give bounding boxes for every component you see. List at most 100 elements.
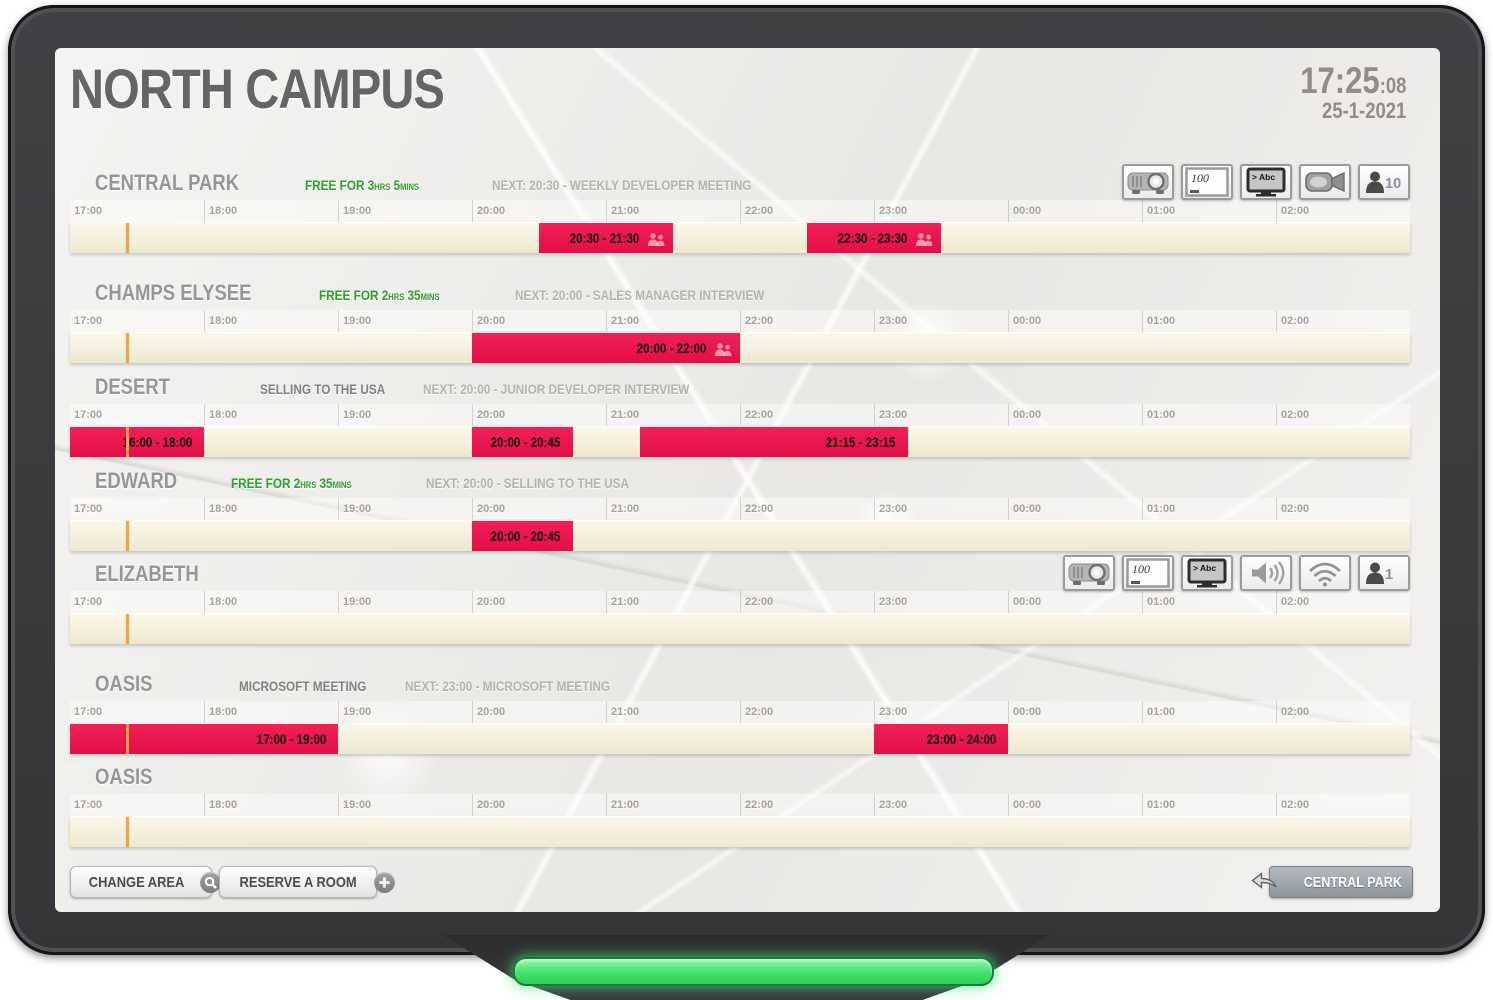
hour-tick: 18:00 — [204, 794, 338, 816]
wifi-icon — [1299, 555, 1351, 591]
room-name[interactable]: OASIS — [95, 764, 153, 789]
room-name[interactable]: DESERT — [95, 374, 170, 399]
room-shortcut-label: CENTRAL PARK — [1303, 873, 1402, 891]
hour-tick: 18:00 — [204, 498, 338, 520]
hour-tick: 23:00 — [874, 794, 1008, 816]
room-free-status: FREE FOR 3HRS 5MINS — [304, 177, 419, 193]
hour-tick: 17:00 — [74, 596, 103, 608]
hour-tick: 00:00 — [1008, 310, 1142, 332]
room-next-meeting: NEXT: 20:00 - SELLING TO THE USA — [426, 475, 630, 491]
hour-tick: 00:00 — [1008, 404, 1142, 426]
timeline-ticks: 17:00 18:00 19:00 20:00 21:00 22:00 23:00 00:00… — [70, 591, 1410, 613]
room-name[interactable]: CHAMPS ELYSEE — [95, 280, 252, 305]
back-arrow-icon — [1251, 871, 1277, 893]
svg-text:100: 100 — [1132, 562, 1150, 576]
room-row: EDWARD FREE FOR 2HRS 35MINS NEXT: 20:00 … — [70, 468, 1410, 551]
hour-tick: 02:00 — [1276, 310, 1410, 332]
hour-tick: 18:00 — [204, 310, 338, 332]
hour-tick: 19:00 — [338, 701, 472, 723]
current-time-line — [125, 817, 129, 847]
tv-icon: > Abc — [1181, 555, 1233, 591]
room-header: EDWARD FREE FOR 2HRS 35MINS NEXT: 20:00 … — [70, 468, 1410, 498]
room-shortcut-button[interactable]: CENTRAL PARK — [1251, 866, 1413, 898]
hour-tick: 02:00 — [1276, 794, 1410, 816]
whiteboard-icon: 100 — [1181, 164, 1233, 200]
hour-tick: 02:00 — [1276, 701, 1410, 723]
hour-tick: 23:00 — [874, 200, 1008, 222]
timeline-bar[interactable]: 17:00 - 19:00 23:00 - 24:00 — [70, 723, 1410, 754]
current-time-line — [125, 614, 129, 644]
timeline-ticks: 17:00 18:00 19:00 20:00 21:00 22:00 23:00 00:00… — [70, 794, 1410, 816]
timeline-bar[interactable]: 20:30 - 21:30 22:30 - 23:30 — [70, 222, 1410, 253]
hour-tick: 01:00 — [1142, 200, 1276, 222]
hour-tick: 20:00 — [472, 591, 606, 613]
room-row: OASIS 17:00 18:00 19:00 20:00 21:00 22:00 23:0… — [70, 764, 1410, 847]
current-time-line — [125, 427, 129, 457]
clock-date: 25-1-2021 — [1321, 97, 1406, 123]
hour-tick: 17:00 — [74, 205, 103, 217]
booking-block[interactable]: 22:30 - 23:30 — [807, 223, 941, 253]
hour-tick: 02:00 — [1276, 591, 1410, 613]
hour-tick: 02:00 — [1276, 404, 1410, 426]
room-next-meeting: NEXT: 20:00 - SALES MANAGER INTERVIEW — [514, 287, 765, 303]
hour-tick: 01:00 — [1142, 310, 1276, 332]
room-equipment: 100 > Abc 1 — [1063, 555, 1410, 591]
booking-block[interactable]: 16:00 - 18:00 — [70, 427, 204, 457]
room-header: CHAMPS ELYSEE FREE FOR 2HRS 35MINS NEXT:… — [70, 280, 1410, 310]
booking-block[interactable]: 20:30 - 21:30 — [539, 223, 673, 253]
room-name[interactable]: EDWARD — [95, 468, 178, 493]
hour-tick: 22:00 — [740, 701, 874, 723]
room-next-meeting: NEXT: 23:00 - MICROSOFT MEETING — [405, 678, 611, 694]
timeline-bar[interactable] — [70, 613, 1410, 644]
timeline-bar[interactable]: 20:00 - 22:00 — [70, 332, 1410, 363]
capacity-icon: 10 — [1358, 164, 1410, 200]
timeline-bar[interactable] — [70, 816, 1410, 847]
hour-tick: 22:00 — [740, 310, 874, 332]
page-title: NORTH CAMPUS — [70, 57, 445, 120]
room-header: OASIS MICROSOFT MEETING NEXT: 23:00 - MI… — [70, 671, 1410, 701]
capacity-icon: 1 — [1358, 555, 1410, 591]
room-next-meeting: NEXT: 20:00 - JUNIOR DEVELOPER INTERVIEW — [423, 381, 690, 397]
svg-text:1: 1 — [1385, 567, 1393, 583]
hour-tick: 21:00 — [606, 498, 740, 520]
booking-block[interactable]: 23:00 - 24:00 — [874, 724, 1008, 754]
hour-tick: 18:00 — [204, 404, 338, 426]
hour-tick: 22:00 — [740, 591, 874, 613]
change-area-button[interactable]: CHANGE AREA — [70, 866, 222, 898]
booking-time-label: 20:30 - 21:30 — [569, 230, 640, 246]
room-row: OASIS MICROSOFT MEETING NEXT: 23:00 - MI… — [70, 671, 1410, 754]
booking-time-label: 22:30 - 23:30 — [837, 230, 908, 246]
current-time-line — [125, 223, 129, 253]
camera-icon — [1299, 164, 1351, 200]
room-name[interactable]: OASIS — [95, 671, 153, 696]
hour-tick: 21:00 — [606, 701, 740, 723]
room-name[interactable]: CENTRAL PARK — [95, 170, 240, 195]
hour-tick: 21:00 — [606, 200, 740, 222]
hour-tick: 21:00 — [606, 310, 740, 332]
booking-block[interactable]: 20:00 - 20:45 — [472, 521, 573, 551]
booking-block[interactable]: 21:15 - 23:15 — [639, 427, 908, 457]
booking-block[interactable]: 20:00 - 20:45 — [472, 427, 573, 457]
timeline-bar[interactable]: 20:00 - 20:45 — [70, 520, 1410, 551]
booking-block[interactable]: 20:00 - 22:00 — [472, 333, 740, 363]
plus-icon — [374, 871, 396, 893]
tv-icon: > Abc — [1240, 164, 1292, 200]
booking-time-label: 21:15 - 23:15 — [826, 434, 896, 450]
booking-block[interactable]: 17:00 - 19:00 — [70, 724, 338, 754]
reserve-room-button[interactable]: RESERVE A ROOM — [219, 866, 396, 898]
room-next-meeting: NEXT: 20:30 - WEEKLY DEVELOPER MEETING — [492, 177, 752, 193]
room-current-meeting: MICROSOFT MEETING — [239, 678, 367, 694]
hour-tick: 19:00 — [338, 794, 472, 816]
hour-tick: 01:00 — [1142, 701, 1276, 723]
timeline-ticks: 17:00 18:00 19:00 20:00 21:00 22:00 23:00 00:00… — [70, 404, 1410, 426]
hour-tick: 01:00 — [1142, 794, 1276, 816]
timeline-bar[interactable]: 16:00 - 18:00 20:00 - 20:45 21:15 - 23:15 — [70, 426, 1410, 457]
reserve-room-label: RESERVE A ROOM — [239, 873, 357, 891]
booking-time-label: 20:00 - 20:45 — [491, 528, 561, 544]
hour-tick: 00:00 — [1008, 498, 1142, 520]
room-name[interactable]: ELIZABETH — [95, 561, 199, 586]
speaker-icon — [1240, 555, 1292, 591]
hour-tick: 21:00 — [606, 591, 740, 613]
hour-tick: 01:00 — [1142, 404, 1276, 426]
